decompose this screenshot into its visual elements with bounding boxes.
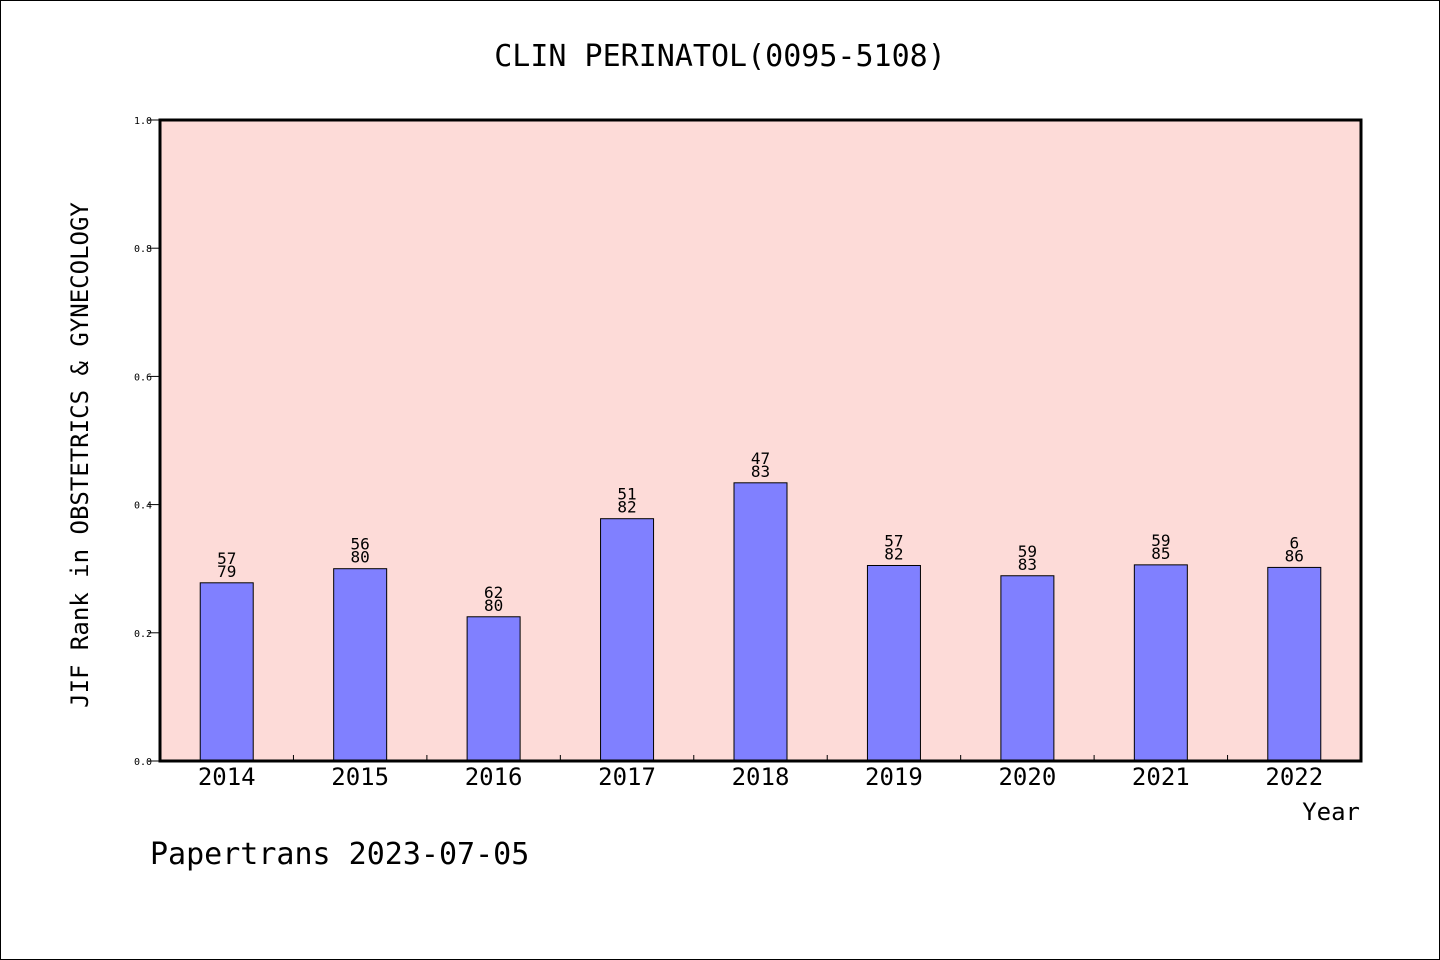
bar (1267, 566, 1322, 762)
bar-rank-label: 51 (617, 485, 636, 504)
bar-rank-label: 47 (751, 449, 770, 468)
footer-text: Papertrans 2023-07-05 (150, 837, 529, 872)
y-axis-label: JIF Rank in OBSTETRICS & GYNECOLOGY (66, 202, 94, 708)
x-tick-label: 2020 (998, 763, 1056, 791)
bar-rank-label: 6 (1289, 533, 1299, 552)
bar-total-label: 79 (217, 562, 236, 581)
y-tick-label: 0.6 (134, 372, 152, 383)
x-tick-label: 2015 (331, 763, 389, 791)
x-tick-label: 2016 (465, 763, 523, 791)
y-tick-label: 0.4 (134, 501, 152, 512)
bar-rank-label: 57 (884, 531, 903, 550)
bar (1000, 575, 1055, 762)
y-tick-label: 0.0 (134, 757, 152, 768)
bar-total-label: 83 (751, 462, 770, 481)
chart-title: CLIN PERINATOL(0095-5108) (494, 39, 946, 74)
bar-total-label: 83 (1018, 555, 1037, 574)
bar (333, 568, 388, 762)
bar-total-label: 86 (1285, 546, 1304, 565)
y-tick-label: 0.8 (134, 244, 152, 255)
y-tick-label: 0.2 (134, 629, 152, 640)
bar-total-label: 85 (1151, 544, 1170, 563)
x-tick-label: 2014 (198, 763, 256, 791)
bar-total-label: 82 (617, 498, 636, 517)
bar (600, 518, 655, 762)
x-axis-label: Year (1302, 798, 1360, 826)
bar-rank-label: 59 (1151, 531, 1170, 550)
bar (199, 582, 254, 762)
x-tick-label: 2019 (865, 763, 923, 791)
bar-total-label: 82 (884, 544, 903, 563)
x-tick-label: 2017 (598, 763, 656, 791)
bar (466, 616, 521, 762)
y-tick-label: 1.0 (134, 116, 152, 127)
x-tick-label: 2022 (1265, 763, 1323, 791)
bar (1133, 564, 1188, 762)
bar-rank-label: 62 (484, 583, 503, 602)
bar-total-label: 80 (351, 548, 370, 567)
plot-border (158, 118, 1363, 763)
bar (733, 482, 788, 762)
bar-total-label: 80 (484, 596, 503, 615)
bar-rank-label: 56 (351, 535, 370, 554)
x-tick-label: 2021 (1132, 763, 1190, 791)
bar-rank-label: 57 (217, 549, 236, 568)
x-tick-label: 2018 (732, 763, 790, 791)
bar-rank-label: 59 (1018, 542, 1037, 561)
bar (866, 564, 921, 762)
